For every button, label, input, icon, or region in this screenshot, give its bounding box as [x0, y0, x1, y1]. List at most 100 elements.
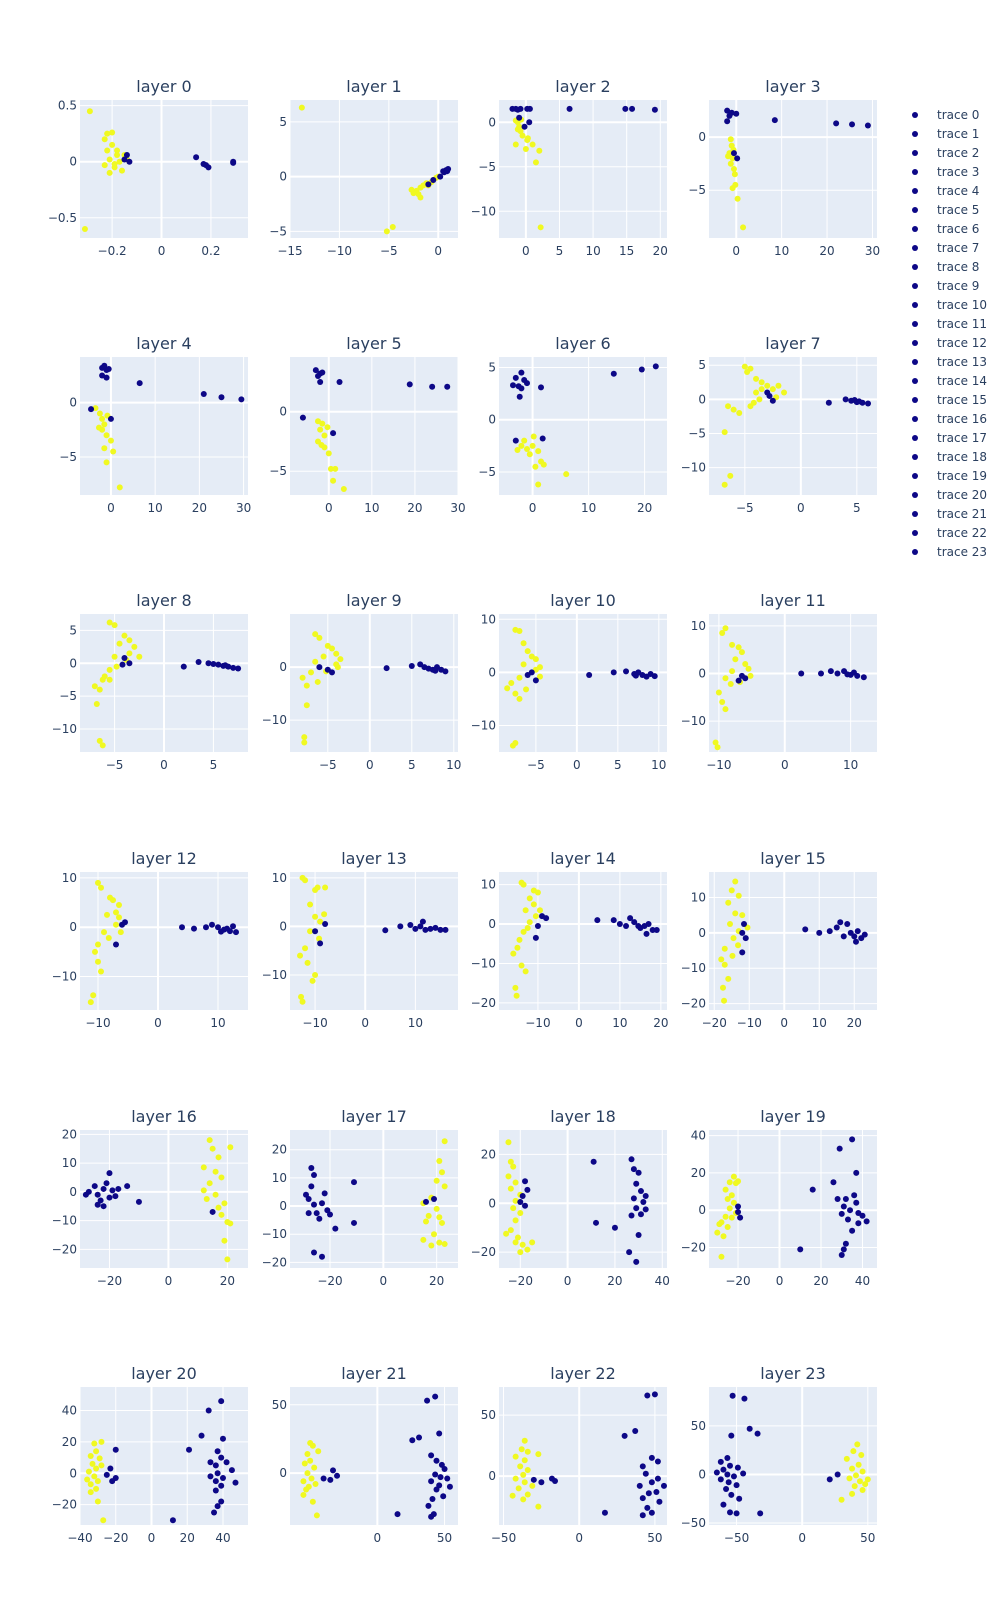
scatter-point-blue — [327, 1211, 333, 1217]
y-tick-label: 5 — [488, 360, 496, 374]
scatter-point-blue — [727, 1509, 733, 1515]
scatter-point-blue — [731, 1473, 737, 1479]
scatter-point-yellow — [770, 386, 776, 392]
subplot-title: layer 22 — [550, 1364, 616, 1383]
scatter-point-yellow — [112, 622, 118, 628]
scatter-point-blue — [229, 1467, 235, 1473]
scatter-point-blue — [661, 1483, 667, 1489]
subplot-title: layer 7 — [765, 334, 820, 353]
scatter-point-yellow — [536, 148, 542, 154]
scatter-point-yellow — [517, 1463, 523, 1469]
scatter-point-blue — [533, 677, 539, 683]
scatter-point-yellow — [318, 442, 324, 448]
scatter-point-yellow — [216, 1205, 222, 1211]
scatter-point-yellow — [529, 1483, 535, 1489]
scatter-point-yellow — [329, 646, 335, 652]
scatter-point-yellow — [523, 907, 529, 913]
scatter-point-yellow — [434, 1206, 440, 1212]
scatter-point-yellow — [420, 1237, 426, 1243]
x-tick-label: 0 — [148, 1531, 156, 1545]
scatter-point-yellow — [97, 687, 103, 693]
x-tick-label: 20 — [180, 1531, 195, 1545]
legend-label: trace 22 — [937, 526, 987, 540]
scatter-point-yellow — [520, 133, 526, 139]
legend-marker — [912, 131, 918, 137]
scatter-point-yellow — [126, 650, 132, 656]
scatter-point-yellow — [510, 951, 516, 957]
scatter-point-blue — [119, 662, 125, 668]
scatter-point-yellow — [201, 1187, 207, 1193]
scatter-point-yellow — [535, 890, 541, 896]
scatter-point-blue — [855, 928, 861, 934]
scatter-point-yellow — [104, 432, 110, 438]
scatter-point-yellow — [849, 1466, 855, 1472]
scatter-point-blue — [827, 1476, 833, 1482]
legend-marker — [912, 416, 918, 422]
scatter-point-blue — [770, 398, 776, 404]
scatter-point-yellow — [110, 897, 116, 903]
y-tick-label: −50 — [681, 1516, 706, 1530]
x-tick-label: −5 — [106, 758, 124, 772]
x-tick-label: 20 — [847, 1016, 862, 1030]
scatter-point-blue — [524, 1187, 530, 1193]
legend-marker — [912, 226, 918, 232]
scatter-point-blue — [351, 1179, 357, 1185]
y-tick-label: −10 — [471, 718, 496, 732]
x-tick-label: 0 — [522, 244, 530, 258]
scatter-point-yellow — [523, 686, 529, 692]
subplot-layer-14: −10 0 10 20100−10−20layer 14 — [471, 849, 669, 1030]
scatter-point-blue — [232, 1480, 238, 1486]
scatter-point-blue — [626, 1249, 632, 1255]
y-tick-label: −10 — [262, 713, 287, 727]
y-tick-label: 0 — [698, 666, 706, 680]
scatter-point-blue — [734, 1510, 740, 1516]
x-tick-label: 0 — [780, 1016, 788, 1030]
scatter-point-blue — [849, 1228, 855, 1234]
scatter-point-blue — [316, 664, 322, 670]
scatter-point-yellow — [508, 680, 514, 686]
scatter-point-blue — [851, 933, 857, 939]
x-tick-label: 0 — [575, 1531, 583, 1545]
subplot-layer-13: −10 0 10100−10layer 13 — [262, 849, 458, 1030]
scatter-point-blue — [518, 370, 524, 376]
y-tick-label: 0 — [69, 1185, 77, 1199]
scatter-point-yellow — [514, 993, 520, 999]
scatter-point-blue — [639, 367, 645, 373]
scatter-point-yellow — [439, 1220, 445, 1226]
scatter-point-blue — [207, 1473, 213, 1479]
scatter-point-yellow — [213, 1192, 219, 1198]
scatter-point-yellow — [332, 466, 338, 472]
scatter-point-blue — [623, 923, 629, 929]
scatter-point-yellow — [860, 1469, 866, 1475]
scatter-point-yellow — [729, 887, 735, 893]
scatter-point-yellow — [98, 885, 104, 891]
scatter-point-yellow — [856, 1462, 862, 1468]
scatter-point-yellow — [751, 400, 757, 406]
scatter-point-yellow — [436, 1214, 442, 1220]
scatter-point-blue — [444, 384, 450, 390]
scatter-point-yellow — [82, 226, 88, 232]
scatter-point-blue — [522, 1178, 528, 1184]
x-tick-label: −50 — [491, 1531, 516, 1545]
scatter-point-yellow — [100, 742, 106, 748]
scatter-point-blue — [101, 1203, 107, 1209]
scatter-point-blue — [741, 1396, 747, 1402]
scatter-point-yellow — [520, 1242, 526, 1248]
scatter-point-yellow — [729, 953, 735, 959]
y-tick-label: 0 — [69, 920, 77, 934]
scatter-point-yellow — [844, 1456, 850, 1462]
scatter-point-yellow — [531, 433, 537, 439]
y-tick-label: 10 — [481, 612, 496, 626]
scatter-point-blue — [424, 1398, 430, 1404]
scatter-point-blue — [611, 669, 617, 675]
scatter-point-blue — [649, 1455, 655, 1461]
scatter-point-blue — [865, 400, 871, 406]
scatter-point-blue — [849, 121, 855, 127]
legend-label: trace 13 — [937, 355, 987, 369]
x-tick-label: 10 — [148, 501, 163, 515]
plot-area — [290, 357, 458, 495]
scatter-point-blue — [611, 917, 617, 923]
scatter-point-yellow — [753, 376, 759, 382]
scatter-point-blue — [311, 1172, 317, 1178]
scatter-point-yellow — [114, 664, 120, 670]
